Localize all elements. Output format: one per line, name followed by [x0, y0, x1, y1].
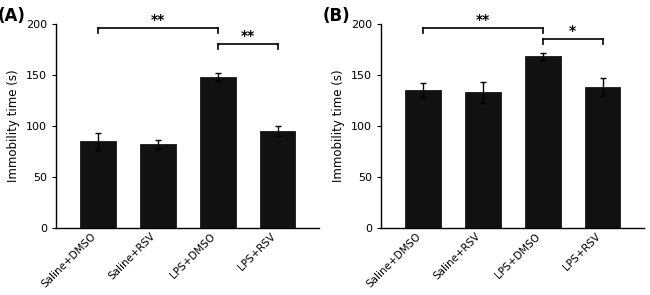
Text: (A): (A) [0, 7, 26, 25]
Bar [259, 131, 296, 228]
Y-axis label: Immobility time (s): Immobility time (s) [332, 70, 345, 182]
Bar [80, 141, 116, 228]
Y-axis label: Immobility time (s): Immobility time (s) [7, 70, 20, 182]
Bar [200, 77, 235, 228]
Bar [405, 90, 441, 228]
Bar [465, 92, 500, 228]
Bar [584, 87, 621, 228]
Bar [140, 145, 176, 228]
Text: **: ** [151, 13, 165, 27]
Text: *: * [569, 24, 576, 38]
Text: **: ** [240, 29, 255, 43]
Text: **: ** [476, 13, 490, 27]
Bar [525, 56, 560, 228]
Text: (B): (B) [323, 7, 350, 25]
